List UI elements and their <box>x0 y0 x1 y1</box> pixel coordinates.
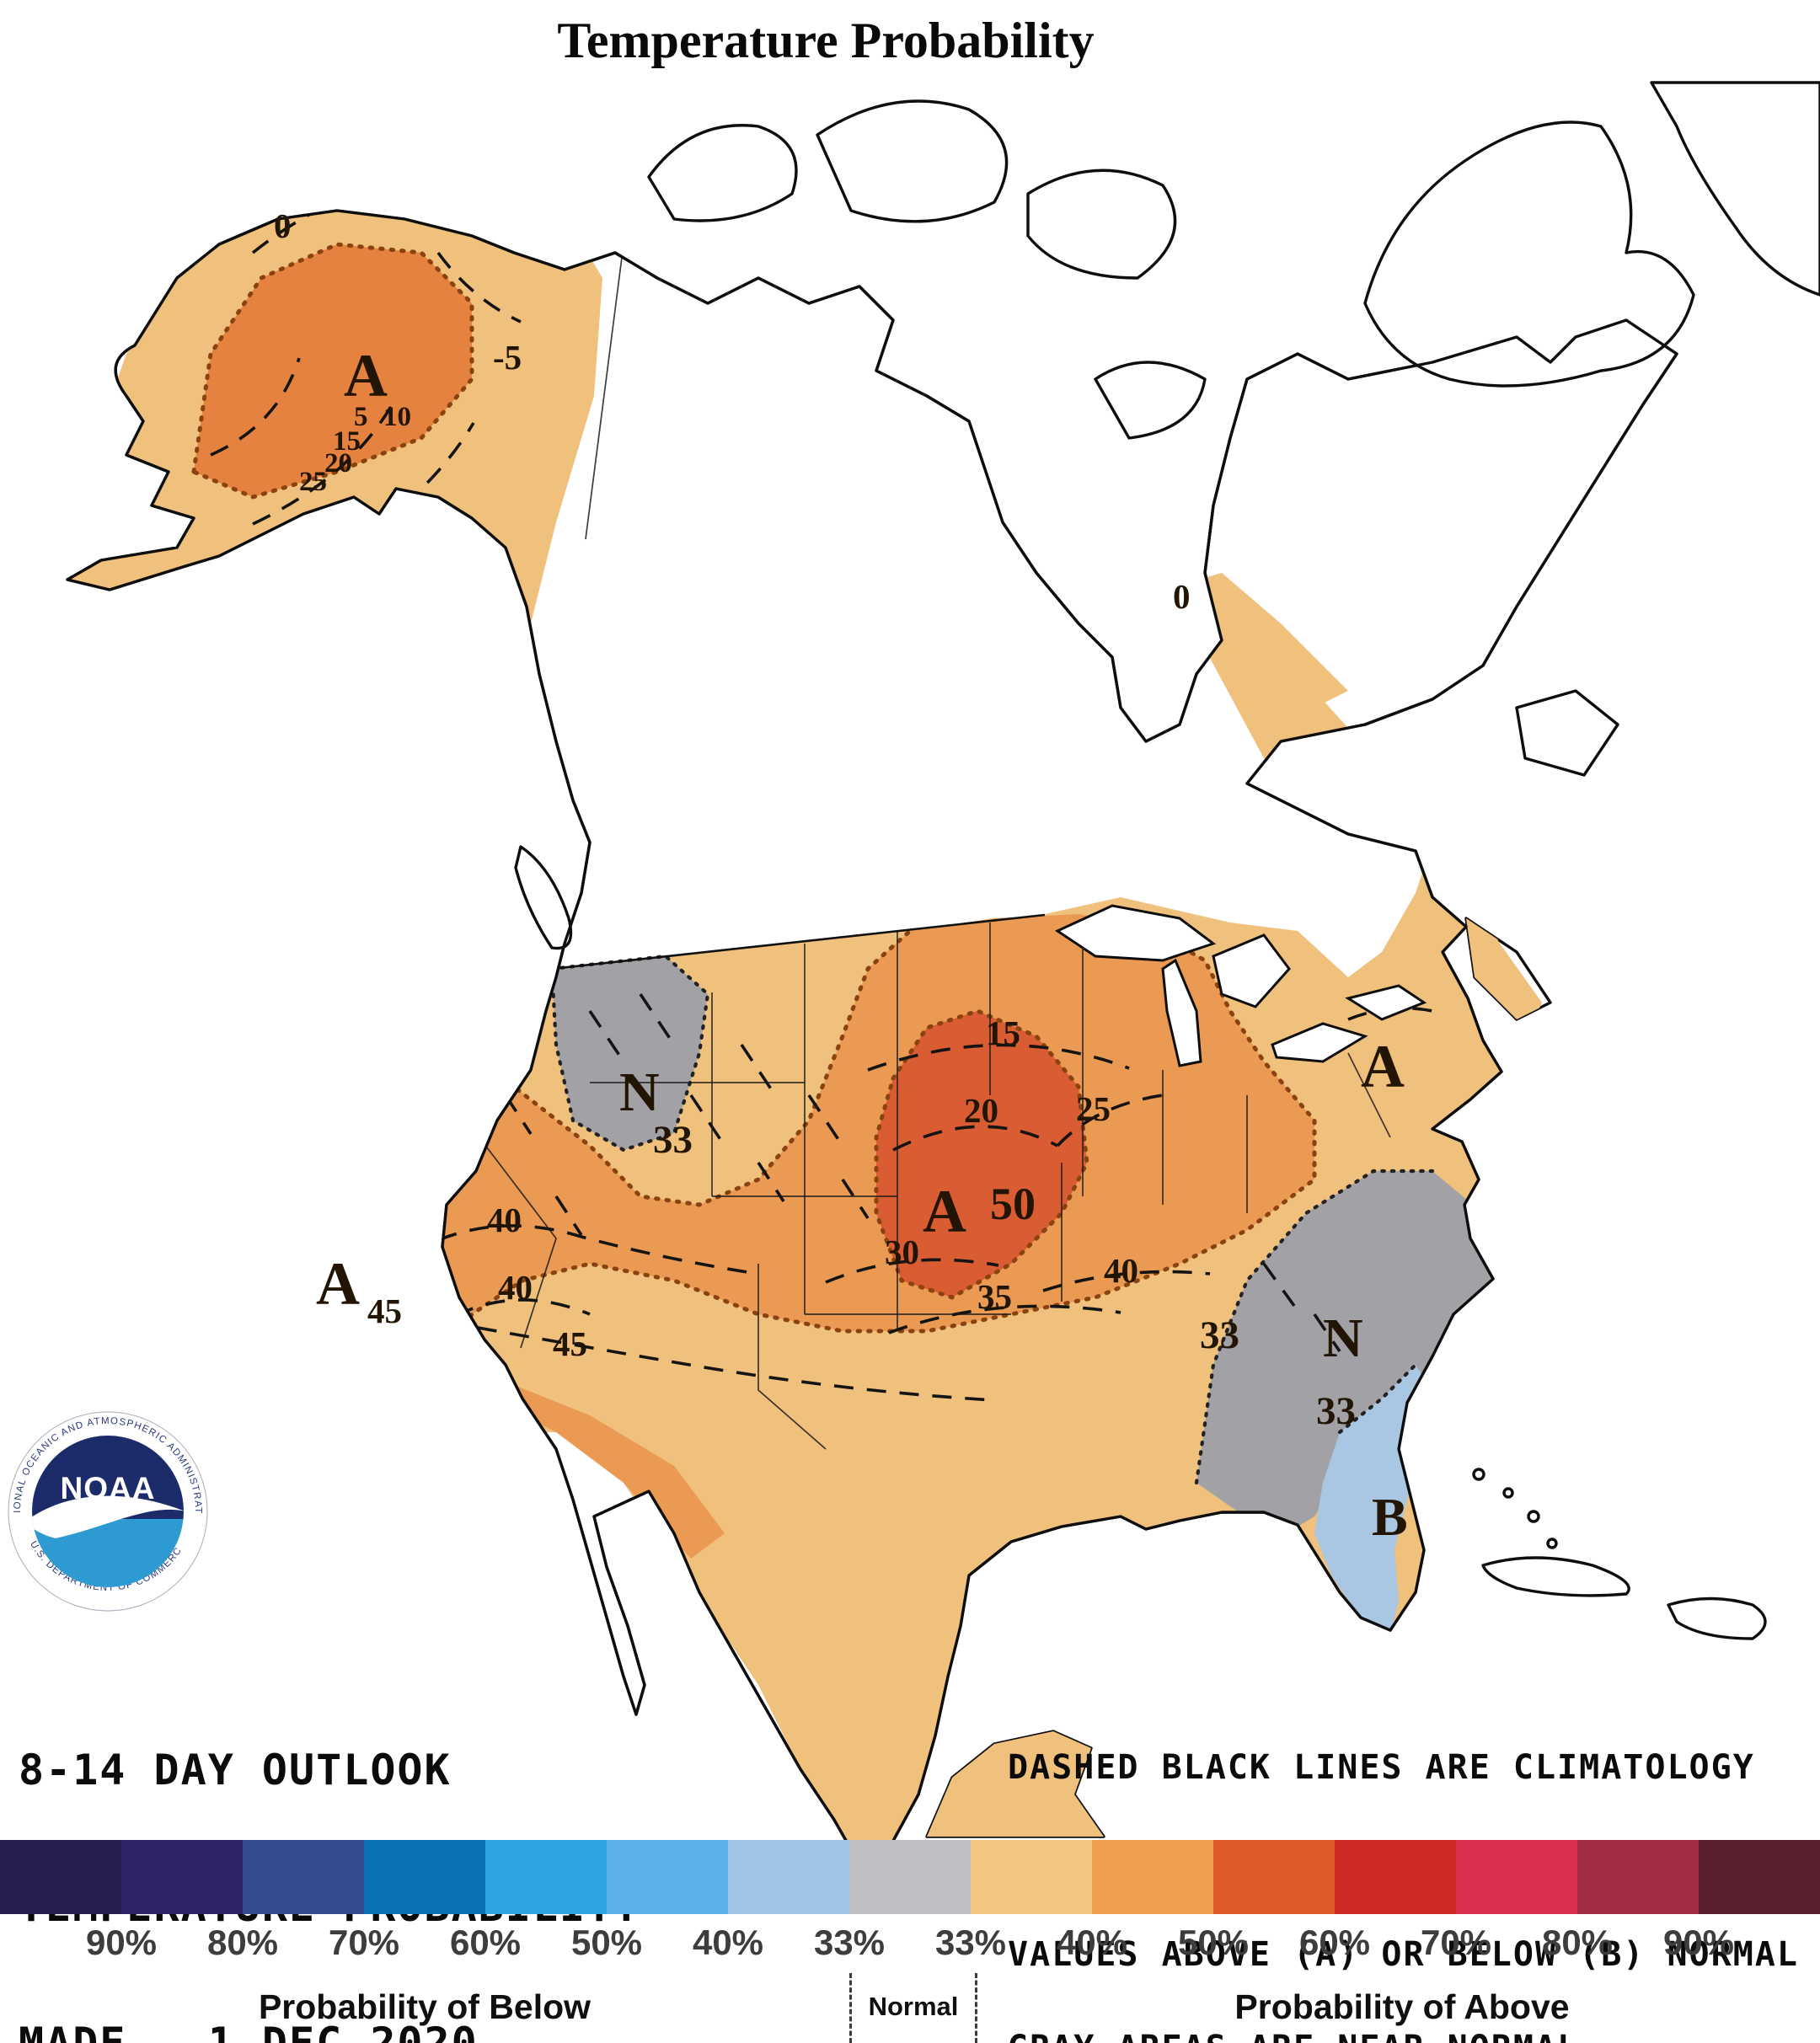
legend-segment <box>849 1840 971 1914</box>
map-label: 20 <box>964 1091 998 1130</box>
map-label: 40 <box>487 1201 522 1239</box>
legend-tick: 50% <box>1177 1923 1250 1962</box>
map-label: B <box>1372 1487 1408 1547</box>
state-boundaries <box>475 243 1391 1450</box>
map-label: 33 <box>653 1118 693 1162</box>
legend-tick: 90% <box>85 1923 158 1962</box>
great-lakes <box>1054 904 1427 1067</box>
legend-caption-normal: Normal <box>849 1973 977 2043</box>
region-near-normal-southeast <box>1196 1171 1500 1527</box>
map-labels: A 0 -5 5 10 15 20 25 0 N 33 A A 50 15 20… <box>274 206 1408 1547</box>
legend-tick: 80% <box>1541 1923 1614 1962</box>
map-label: 50 <box>990 1179 1036 1229</box>
map-label: N <box>1323 1308 1363 1369</box>
legend-tick: 40% <box>692 1923 764 1962</box>
legend-tick: 40% <box>1056 1923 1128 1962</box>
legend-segment <box>728 1840 849 1914</box>
map-label: A <box>1361 1033 1405 1100</box>
region-alaska-core <box>194 244 472 497</box>
legend-tick: 70% <box>328 1923 400 1962</box>
climatology-contours <box>210 211 1433 1402</box>
legend-segment <box>1699 1840 1820 1914</box>
region-above-50-core <box>876 1011 1087 1297</box>
map-label: 30 <box>885 1233 919 1271</box>
issuance-line: 8-14 DAY OUTLOOK <box>19 1746 452 1794</box>
legend-tick: 70% <box>1420 1923 1492 1962</box>
map-label: 40 <box>1104 1251 1138 1290</box>
page-title: Temperature Probability <box>557 13 1095 68</box>
legend-segment <box>1456 1840 1577 1914</box>
legend-segment <box>243 1840 364 1914</box>
legend-tick: 50% <box>570 1923 643 1962</box>
legend-tick: 80% <box>206 1923 279 1962</box>
legend-tick: 60% <box>449 1923 522 1962</box>
legend-segment <box>1092 1840 1213 1914</box>
map-label: A <box>923 1178 966 1245</box>
map-label: 15 <box>986 1013 1020 1052</box>
legend-caption-above: Probability of Above <box>1234 1987 1570 2026</box>
map-label: A <box>316 1250 360 1318</box>
legend-segment <box>121 1840 243 1914</box>
issuance-line: MADE 1 DEC 2020 <box>19 2019 479 2043</box>
map-label: 20 <box>324 448 352 479</box>
legend-segment <box>607 1840 728 1914</box>
map-label: 45 <box>367 1292 402 1330</box>
legend-tick: 33% <box>813 1923 886 1962</box>
legend-segment <box>364 1840 485 1914</box>
map-label: 10 <box>383 402 411 432</box>
map-label: 0 <box>274 206 292 245</box>
map-label: 33 <box>1200 1313 1239 1357</box>
legend-segment <box>485 1840 607 1914</box>
legend-tick: 90% <box>1662 1923 1735 1962</box>
notes-line: DASHED BLACK LINES ARE CLIMATOLOGY <box>1008 1748 1755 1787</box>
map-label: N <box>619 1062 660 1123</box>
map-label: -5 <box>493 338 522 377</box>
seagull-icon <box>32 1495 184 1538</box>
legend-segment <box>1577 1840 1699 1914</box>
probability-colorbar <box>0 1840 1820 1914</box>
map-label: 25 <box>1076 1089 1111 1128</box>
map-label: 35 <box>977 1277 1012 1316</box>
notes-line: VALUES ABOVE (A) OR BELOW (B) NORMAL <box>1008 1935 1799 1974</box>
legend-segment <box>1213 1840 1335 1914</box>
legend-caption-below: Probability of Below <box>258 1987 592 2026</box>
map-label: 45 <box>553 1324 587 1363</box>
legend-segment <box>1335 1840 1456 1914</box>
us-canada-border <box>551 913 1046 971</box>
legend-tick: 33% <box>934 1923 1007 1962</box>
map-label: A <box>344 342 388 409</box>
legend-tick: 60% <box>1298 1923 1371 1962</box>
region-near-normal-northwest <box>552 956 708 1150</box>
notes-line: GRAY AREAS ARE NEAR-NORMAL <box>1008 2031 1799 2043</box>
noaa-logo: NATIONAL OCEANIC AND ATMOSPHERIC ADMINIS… <box>7 1410 208 1612</box>
noaa-acronym: NOAA <box>61 1471 156 1506</box>
map-label: 40 <box>498 1268 533 1307</box>
map-label: 15 <box>333 426 361 457</box>
legend-segment <box>0 1840 121 1914</box>
map-label: 25 <box>299 467 327 497</box>
map-label: 0 <box>1173 577 1191 616</box>
legend-segment <box>971 1840 1092 1914</box>
map-label: 33 <box>1316 1389 1356 1433</box>
region-above-40-band <box>426 914 1314 1559</box>
map-label: 5 <box>354 402 368 432</box>
